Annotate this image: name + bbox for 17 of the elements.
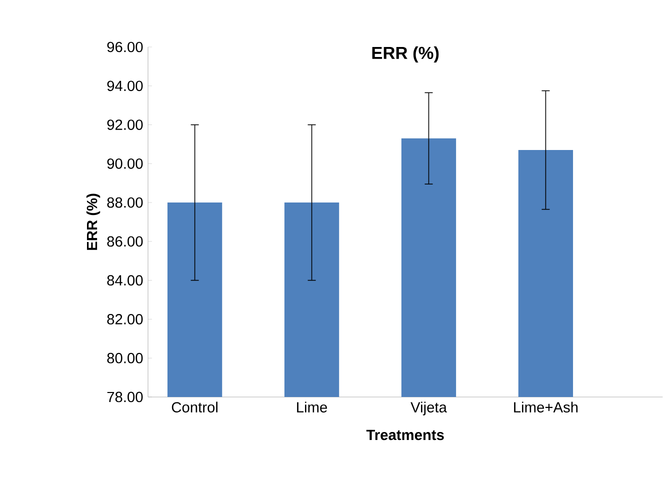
- y-tick-label: 82.00: [107, 314, 143, 324]
- y-tick-label: 96.00: [107, 42, 143, 52]
- y-tick-label: 84.00: [107, 275, 143, 286]
- x-tick-label: Lime: [297, 402, 327, 412]
- y-tick-label: 80.00: [107, 352, 143, 364]
- chart-title: ERR (%): [372, 46, 439, 63]
- x-tick-label: Lime+Ash: [514, 402, 578, 412]
- y-tick-label: 94.00: [107, 80, 143, 92]
- y-tick-label: 88.00: [107, 197, 143, 208]
- y-tick-label: 86.00: [107, 236, 143, 247]
- x-axis-title: Treatments: [366, 430, 444, 440]
- y-tick-label: 90.00: [107, 158, 143, 169]
- x-tick-label: Control: [172, 402, 218, 412]
- y-tick-label: 92.00: [107, 120, 143, 130]
- y-axis-title: ERR (%): [86, 194, 100, 250]
- y-tick-label: 78.00: [107, 392, 143, 402]
- x-tick-label: Vijeta: [410, 402, 447, 416]
